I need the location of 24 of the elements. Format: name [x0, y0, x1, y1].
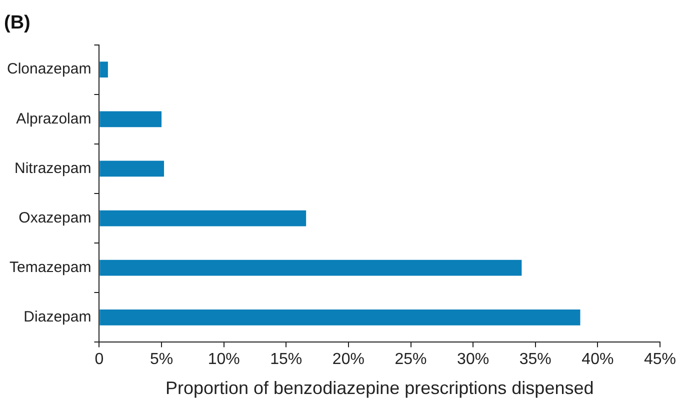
x-tick-label: 25% [394, 351, 427, 368]
x-tick-label: 5% [150, 351, 174, 368]
y-tick-label: Temazepam [10, 258, 92, 276]
y-tick-label: Oxazepam [18, 209, 92, 226]
y-tick-label: Nitrazepam [14, 160, 92, 177]
x-tick-label: 35% [519, 351, 552, 368]
x-tick-label: 0 [94, 351, 104, 368]
y-tick-label: Clonazepam [6, 60, 92, 78]
bar [100, 111, 162, 128]
bar [100, 210, 306, 226]
chart-title: (B) [4, 12, 30, 34]
bar [100, 160, 164, 177]
x-axis-title: Proportion of benzodiazepine prescriptions dispensed [165, 378, 594, 398]
bar [100, 309, 580, 326]
x-tick-label: 40% [582, 351, 614, 368]
x-tick-label: 45% [644, 351, 676, 368]
x-tick-label: 15% [270, 351, 302, 368]
bar [100, 62, 108, 78]
x-tick-label: 20% [332, 351, 364, 368]
bar [100, 260, 522, 276]
y-tick-label: Diazepam [24, 308, 92, 326]
x-tick-label: 30% [457, 351, 490, 368]
y-tick-label: Alprazolam [16, 110, 92, 128]
x-tick-label: 10% [208, 351, 240, 368]
